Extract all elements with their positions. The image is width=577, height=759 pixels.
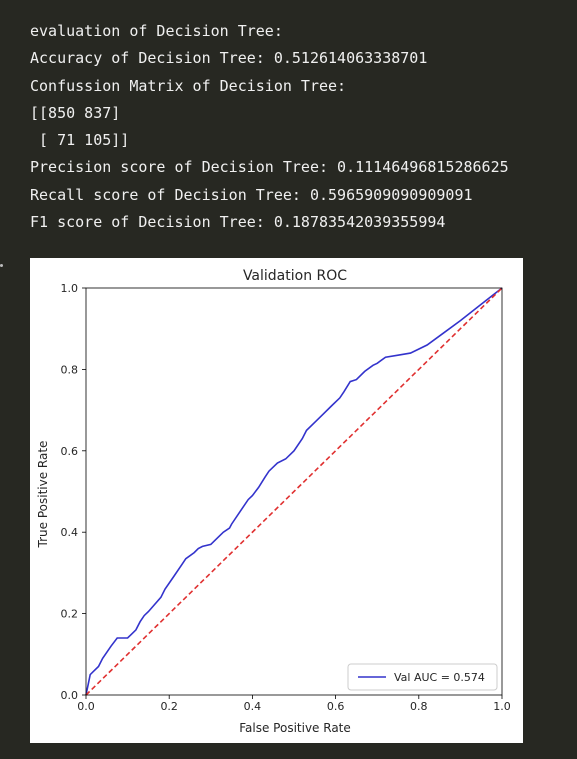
y-tick-label: 0.0 (61, 689, 79, 702)
x-axis-label: False Positive Rate (239, 721, 351, 735)
x-tick-label: 0.0 (77, 700, 95, 713)
output-line-recall: Recall score of Decision Tree: 0.5965909… (30, 185, 473, 204)
y-tick-label: 0.2 (61, 608, 79, 621)
x-tick-label: 0.8 (410, 700, 428, 713)
roc-curve-line (85, 287, 503, 696)
roc-chart: Validation ROC False Positive Rate True … (36, 268, 511, 735)
output-line-confusion-title: Confussion Matrix of Decision Tree: (30, 76, 347, 95)
y-tick-label: 0.4 (61, 526, 79, 539)
y-axis-label: True Positive Rate (36, 441, 50, 549)
x-tick-label: 1.0 (493, 700, 511, 713)
plot-frame (85, 287, 503, 696)
legend-label: Val AUC = 0.574 (394, 671, 485, 684)
output-line-accuracy: Accuracy of Decision Tree: 0.51261406333… (30, 49, 428, 68)
x-tick-label: 0.6 (327, 700, 345, 713)
roc-plot-image: Validation ROC False Positive Rate True … (30, 258, 523, 743)
output-line-header: evaluation of Decision Tree: (30, 22, 283, 40)
y-tick-label: 1.0 (61, 282, 79, 295)
output-line-confusion-row-1: [[850 837] (30, 103, 121, 122)
x-tick-label: 0.4 (244, 700, 262, 713)
output-prompt-marker (0, 264, 3, 267)
output-line-f1: F1 score of Decision Tree: 0.18783542039… (30, 213, 446, 232)
legend-box (347, 663, 498, 691)
plot-layer: 0.0 0.2 0.4 0.6 0.8 1.0 0.0 0.2 0.4 0.6 0.8 1.0 Val … (61, 282, 511, 713)
x-tick-label: 0.2 (160, 700, 178, 713)
output-line-confusion-row-2: [ 71 105]] (30, 131, 130, 150)
output-line-precision: Precision score of Decision Tree: 0.1114… (30, 158, 509, 177)
y-tick-label: 0.6 (61, 445, 79, 458)
chance-diagonal-line (85, 287, 503, 696)
cell-output-text: evaluation of Decision Tree: Accuracy of… (30, 18, 509, 236)
chart-title: Validation ROC (243, 268, 347, 284)
y-tick-label: 0.8 (61, 363, 79, 376)
